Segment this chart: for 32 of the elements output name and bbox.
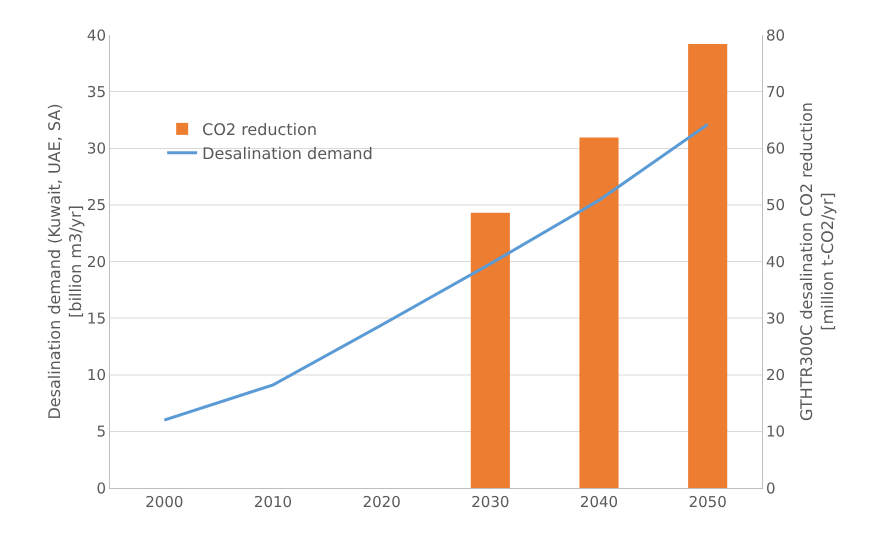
y-tick-label: 20 <box>86 252 106 271</box>
y2-tick-label: 70 <box>766 82 786 101</box>
y-tick-label: 10 <box>86 366 106 384</box>
x-tick-label: 2050 <box>688 493 727 511</box>
y-tick-label: 30 <box>86 140 106 158</box>
y-tick-label: 0 <box>96 479 106 498</box>
bar <box>470 212 510 488</box>
y-tick-label: 35 <box>86 82 106 101</box>
x-tick-label: 2010 <box>254 493 292 511</box>
legend-label: CO2 reduction <box>202 120 318 140</box>
bar <box>579 137 619 488</box>
y2-tick-label: 40 <box>766 252 786 271</box>
y2-tick-label: 20 <box>766 366 786 384</box>
legend-label: Desalination demand <box>202 144 373 163</box>
x-tick-label: 2000 <box>145 493 184 511</box>
y-tick-label: 5 <box>96 422 106 441</box>
y-tick-label: 25 <box>86 196 106 214</box>
y-tick-label: 15 <box>86 309 106 328</box>
x-tick-label: 2030 <box>471 493 510 511</box>
y2-tick-label: 50 <box>766 196 786 214</box>
y2-axis-title: GTHTR300C desalination CO2 reduction [million t-CO2/yr] <box>797 102 837 421</box>
y2-tick-label: 60 <box>766 140 786 158</box>
x-tick-label: 2020 <box>362 493 401 511</box>
y2-tick-label: 30 <box>766 309 786 328</box>
line-series <box>162 122 710 422</box>
y-tick-label: 40 <box>86 26 106 44</box>
bar <box>688 44 728 488</box>
y2-tick-label: 0 <box>766 479 776 498</box>
y-axis-title: Desalination demand (Kuwait, UAE, SA) [billion m3/yr] <box>45 103 85 420</box>
x-tick-label: 2040 <box>580 493 618 511</box>
y2-tick-label: 80 <box>766 26 786 44</box>
y2-tick-label: 10 <box>766 422 786 441</box>
